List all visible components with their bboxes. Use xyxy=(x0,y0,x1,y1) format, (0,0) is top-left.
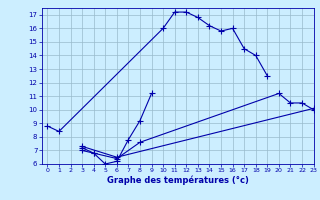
X-axis label: Graphe des températures (°c): Graphe des températures (°c) xyxy=(107,176,249,185)
